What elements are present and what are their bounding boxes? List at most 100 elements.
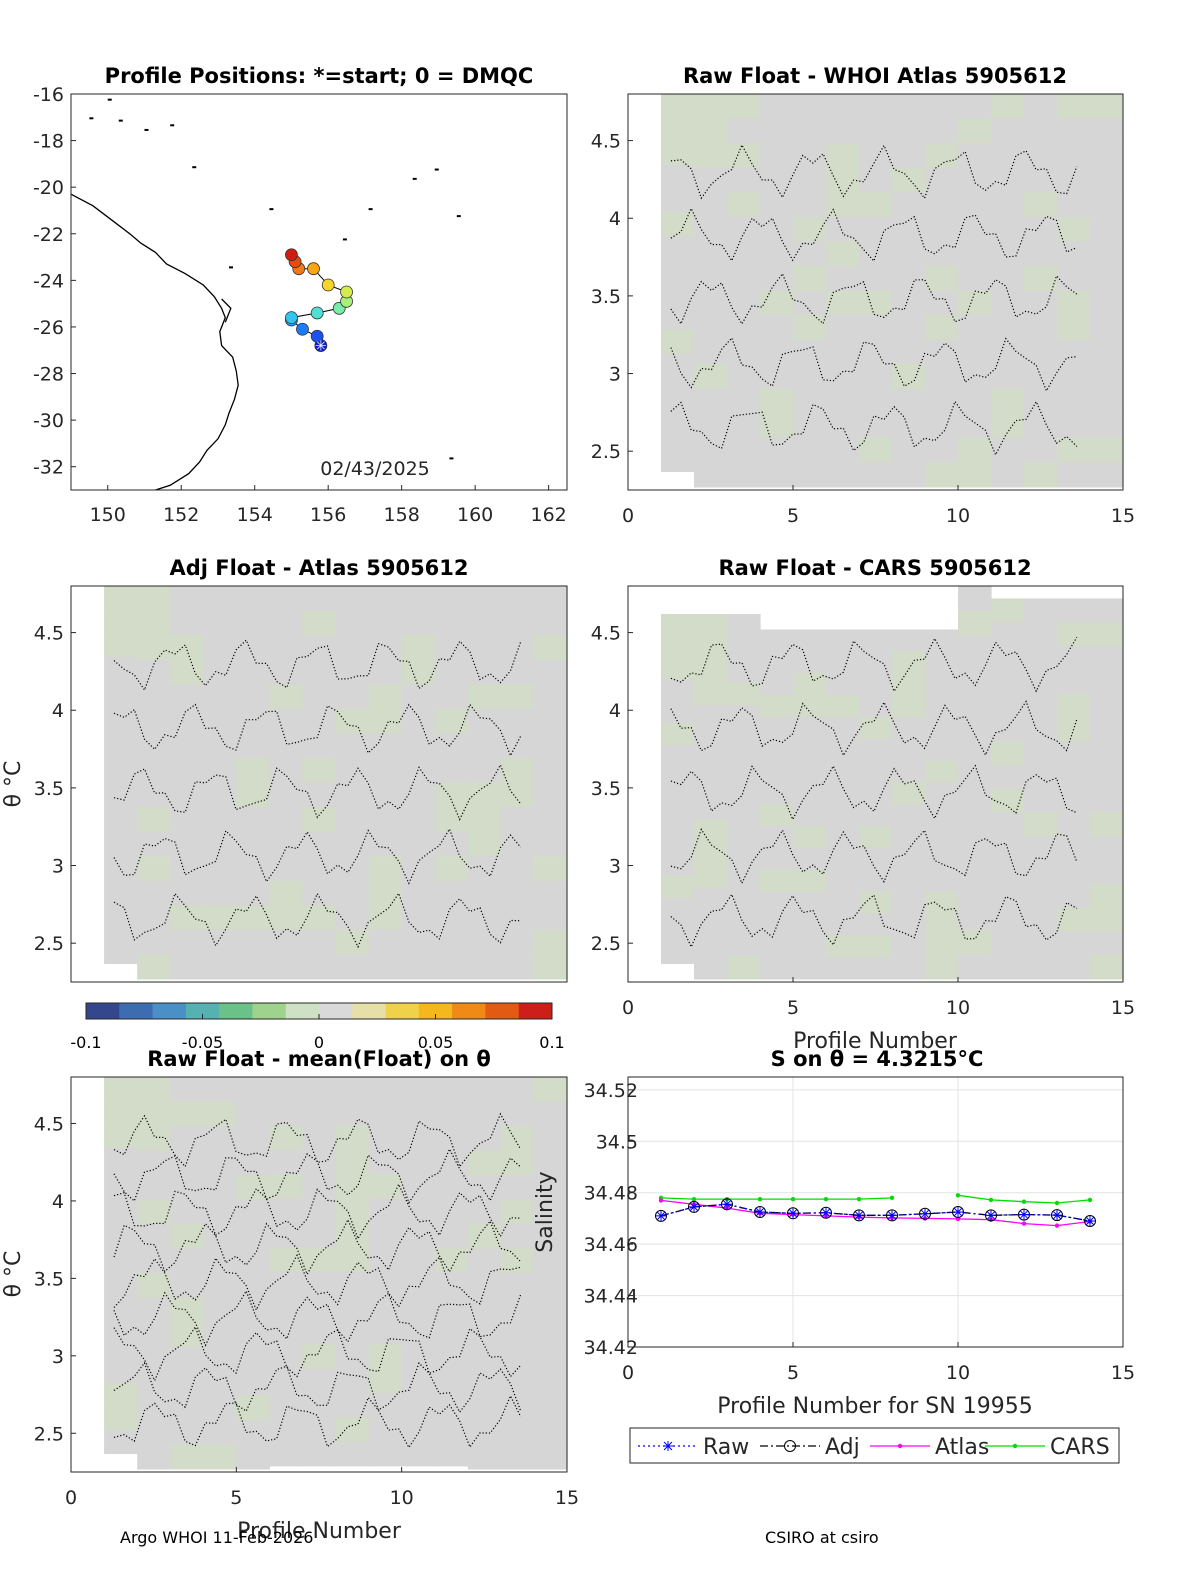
field-cell [793, 192, 827, 218]
field-cell [269, 1441, 304, 1467]
field-cell [302, 807, 337, 833]
field-cell [1090, 143, 1124, 169]
field-cell [925, 437, 959, 463]
field-cell [467, 1150, 502, 1176]
field-cell [1090, 622, 1124, 647]
field-cell [500, 782, 535, 808]
field-cell [236, 635, 270, 661]
field-cell [991, 290, 1025, 316]
field-cell [958, 684, 992, 710]
map-frame [70, 93, 568, 491]
field-cell [434, 880, 469, 906]
colorbar-cell [518, 1003, 553, 1019]
field-cell [500, 1444, 535, 1470]
field-cell [533, 929, 568, 955]
field-cell [1024, 143, 1058, 169]
field-cell [694, 462, 728, 488]
field-cell [269, 733, 304, 759]
colorbar-cell [119, 1003, 154, 1019]
field-cell [991, 462, 1025, 488]
field-cell [694, 143, 728, 169]
field-cell [269, 782, 304, 808]
field-cell [335, 856, 370, 882]
contour-line [670, 400, 1078, 457]
field-cell [694, 94, 728, 120]
field-cell [137, 610, 171, 636]
field-cell [401, 1198, 436, 1224]
field-cell [236, 807, 270, 833]
field-cell [467, 1077, 502, 1103]
field-cell [925, 782, 959, 805]
field-cell [958, 708, 992, 734]
field-cell [826, 629, 860, 652]
anomaly-field [661, 586, 1124, 980]
field-cell [661, 164, 695, 189]
field-cell [467, 905, 502, 931]
field-cell [826, 315, 860, 341]
field-cell [793, 413, 827, 439]
field-cell [170, 1321, 204, 1348]
field-cell [401, 1174, 436, 1200]
field-cell [694, 842, 728, 866]
field-cell [1024, 167, 1058, 193]
field-cell [694, 910, 728, 934]
field-cell [892, 694, 926, 718]
contour-line [670, 828, 1078, 885]
data-point-cars [823, 1196, 829, 1202]
field-cell [170, 610, 204, 636]
field-cell [892, 265, 926, 292]
field-cell [694, 364, 728, 390]
field-cell [892, 462, 926, 488]
field-cell [1057, 931, 1091, 956]
field-cell [368, 782, 403, 808]
field-cell [533, 1150, 568, 1176]
field-cell [859, 957, 893, 980]
field-cell [859, 364, 893, 390]
field-cell [269, 905, 304, 931]
field-cell [500, 880, 535, 906]
field-cell [892, 847, 926, 871]
field-cell [958, 143, 992, 169]
field-cell [104, 751, 138, 776]
field-cell [1057, 859, 1091, 885]
colorbar-cell [352, 1003, 387, 1019]
field-cell [236, 733, 270, 759]
field-cell [694, 773, 728, 798]
data-point-raw [722, 1199, 732, 1210]
field-cell [760, 118, 794, 144]
field-cell [958, 118, 992, 144]
field-cell [236, 905, 270, 931]
colorbar-cell [452, 1003, 486, 1019]
field-cell [302, 1271, 337, 1297]
anomaly-field [661, 94, 1124, 488]
field-cell [859, 265, 893, 292]
field-cell [500, 1174, 535, 1201]
field-cell [434, 1392, 469, 1418]
reef-mark [89, 117, 94, 120]
field-cell [760, 957, 794, 980]
field-cell [104, 916, 138, 941]
field-cell [1090, 812, 1124, 837]
field-cell [104, 727, 138, 752]
field-cell [368, 1149, 403, 1175]
field-cell [170, 1346, 204, 1372]
reef-mark [269, 208, 274, 211]
field-cell [661, 876, 695, 899]
field-cell [892, 388, 926, 414]
field-cell [727, 956, 761, 980]
field-cell [958, 315, 992, 341]
field-cell [958, 905, 992, 931]
field-cell [500, 905, 535, 931]
data-point-cars [757, 1196, 763, 1202]
contour-line [113, 1289, 522, 1347]
field-cell [467, 659, 502, 685]
field-cell [925, 891, 959, 914]
reef-mark [170, 124, 175, 127]
field-cell [826, 167, 860, 193]
field-cell [826, 241, 860, 267]
field-cell [925, 118, 959, 144]
field-cell [302, 1295, 337, 1321]
field-cell [826, 118, 860, 144]
field-cell [368, 905, 403, 931]
y-tick-label: -32 [33, 457, 64, 479]
